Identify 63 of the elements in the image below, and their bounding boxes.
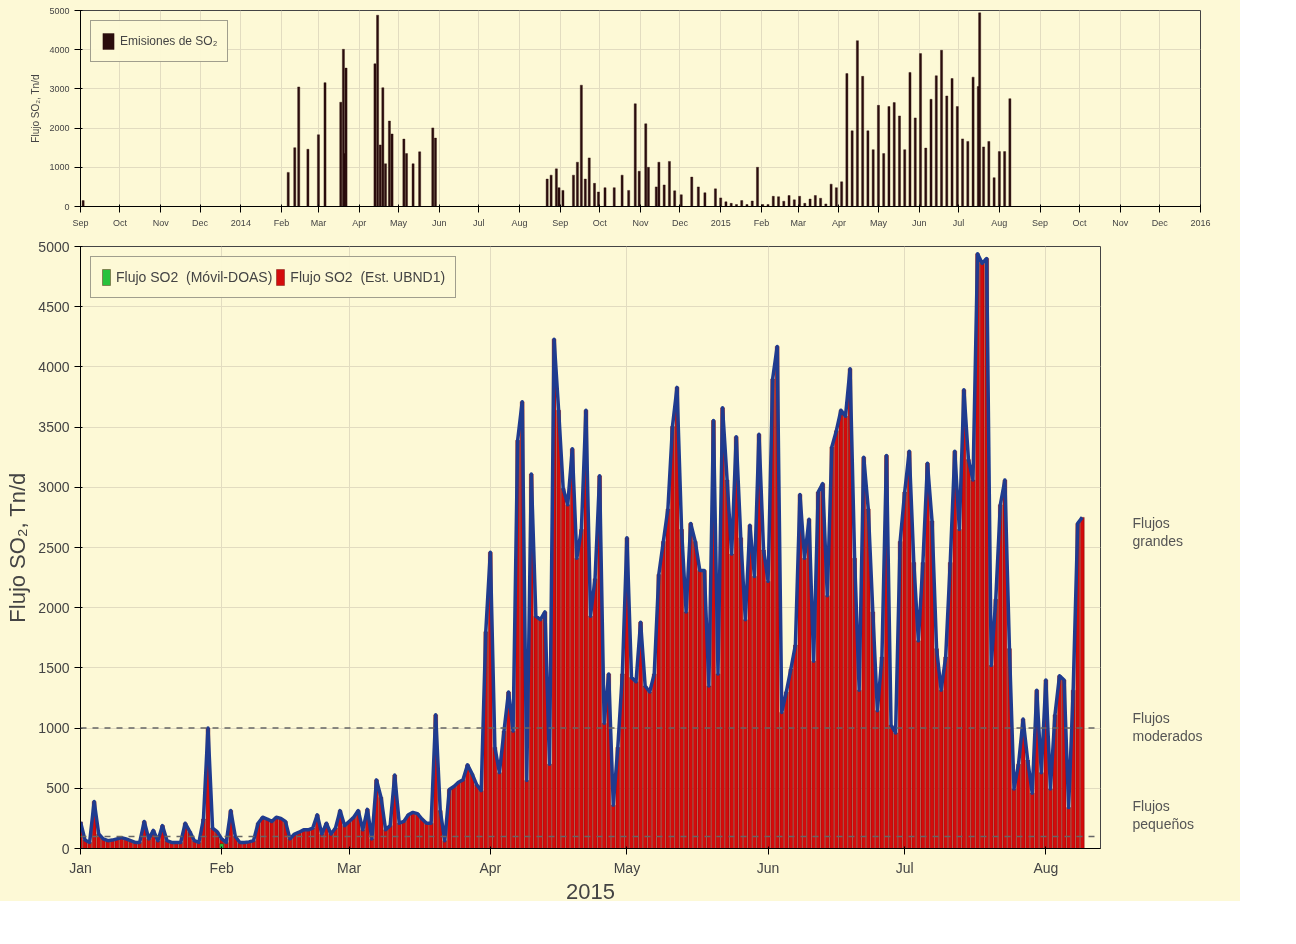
x-tick-label: May: [390, 217, 408, 228]
x-tick-label: Jun: [911, 217, 927, 228]
x-tick-label: Apr: [831, 217, 847, 228]
x-tick-label: Aug: [991, 217, 1008, 228]
y-tick-label: 0: [64, 201, 70, 212]
x-tick-label: 2015: [710, 217, 731, 228]
x-tick-label: Jul: [473, 217, 485, 228]
x-tick-label: Jun: [756, 859, 780, 876]
y-tick-label: 4500: [38, 298, 70, 315]
x-tick-label: Feb: [753, 217, 770, 228]
x-tick-label: Mar: [310, 217, 327, 228]
x-tick-label: Jul: [952, 217, 965, 228]
x-tick-label: Nov: [1112, 217, 1129, 228]
x-tick-label: Jun: [432, 217, 447, 228]
x-tick-label: May: [613, 859, 641, 876]
x-tick-label: Nov: [152, 217, 170, 228]
x-tick-label: Mar: [337, 859, 362, 876]
ref-line-label: Flujos pequeños: [1132, 798, 1195, 833]
x-tick-label: May: [869, 217, 888, 228]
x-tick-label: Dec: [1151, 217, 1169, 228]
x-tick-label: Jul: [895, 859, 914, 876]
y-axis-title: Flujo SO₂, Tn/d: [30, 74, 42, 143]
y-tick-label: 3500: [38, 419, 70, 436]
legend-label: Flujo SO2 (Móvil-DOAS): [116, 269, 273, 285]
x-tick-label: Aug: [1033, 859, 1059, 876]
y-tick-label: 4000: [49, 44, 70, 55]
y-tick-label: 3000: [38, 479, 70, 496]
x-tick-label: Nov: [632, 217, 649, 228]
y-tick-label: 1500: [38, 659, 70, 676]
x-tick-label: Sep: [552, 217, 569, 228]
x-tick-label: Oct: [592, 217, 608, 228]
y-tick-label: 2000: [49, 123, 70, 134]
x-tick-label: Feb: [273, 217, 290, 228]
x-tick-label: 2014: [230, 217, 251, 228]
ref-line-label: Flujos moderados: [1132, 710, 1203, 745]
x-tick-label: Mar: [790, 217, 806, 228]
y-tick-label: 2500: [38, 539, 70, 556]
x-tick-label: 2016: [1190, 217, 1211, 228]
legend-label: Emisiones de SO₂: [120, 34, 218, 48]
x-tick-label: Dec: [671, 217, 689, 228]
y-axis-title: Flujo SO₂, Tn/d: [5, 472, 31, 623]
x-tick-label: Apr: [479, 859, 502, 876]
text: Flujos grandes: [1132, 515, 1184, 550]
y-tick-label: 4000: [38, 358, 70, 375]
y-tick-label: 5000: [49, 5, 70, 16]
x-tick-label: Dec: [192, 217, 209, 228]
x-tick-label: Aug: [511, 217, 528, 228]
x-axis-title: 2015: [566, 878, 615, 904]
y-tick-label: 500: [46, 780, 70, 797]
y-tick-label: 2000: [38, 599, 70, 616]
y-tick-label: 1000: [38, 720, 70, 737]
y-tick-label: 3000: [49, 83, 70, 94]
x-tick-label: Apr: [352, 217, 367, 228]
y-tick-label: 0: [61, 840, 70, 857]
x-tick-label: Sep: [72, 217, 89, 228]
y-tick-label: 5000: [38, 238, 70, 255]
x-tick-label: Jan: [69, 859, 92, 876]
y-tick-label: 1000: [49, 162, 70, 173]
x-tick-label: Oct: [112, 217, 128, 228]
legend-label: Flujo SO2 (Est. UBND1): [290, 269, 446, 285]
x-tick-label: Sep: [1032, 217, 1049, 228]
x-tick-label: Oct: [1072, 217, 1088, 228]
x-tick-label: Feb: [209, 859, 234, 876]
